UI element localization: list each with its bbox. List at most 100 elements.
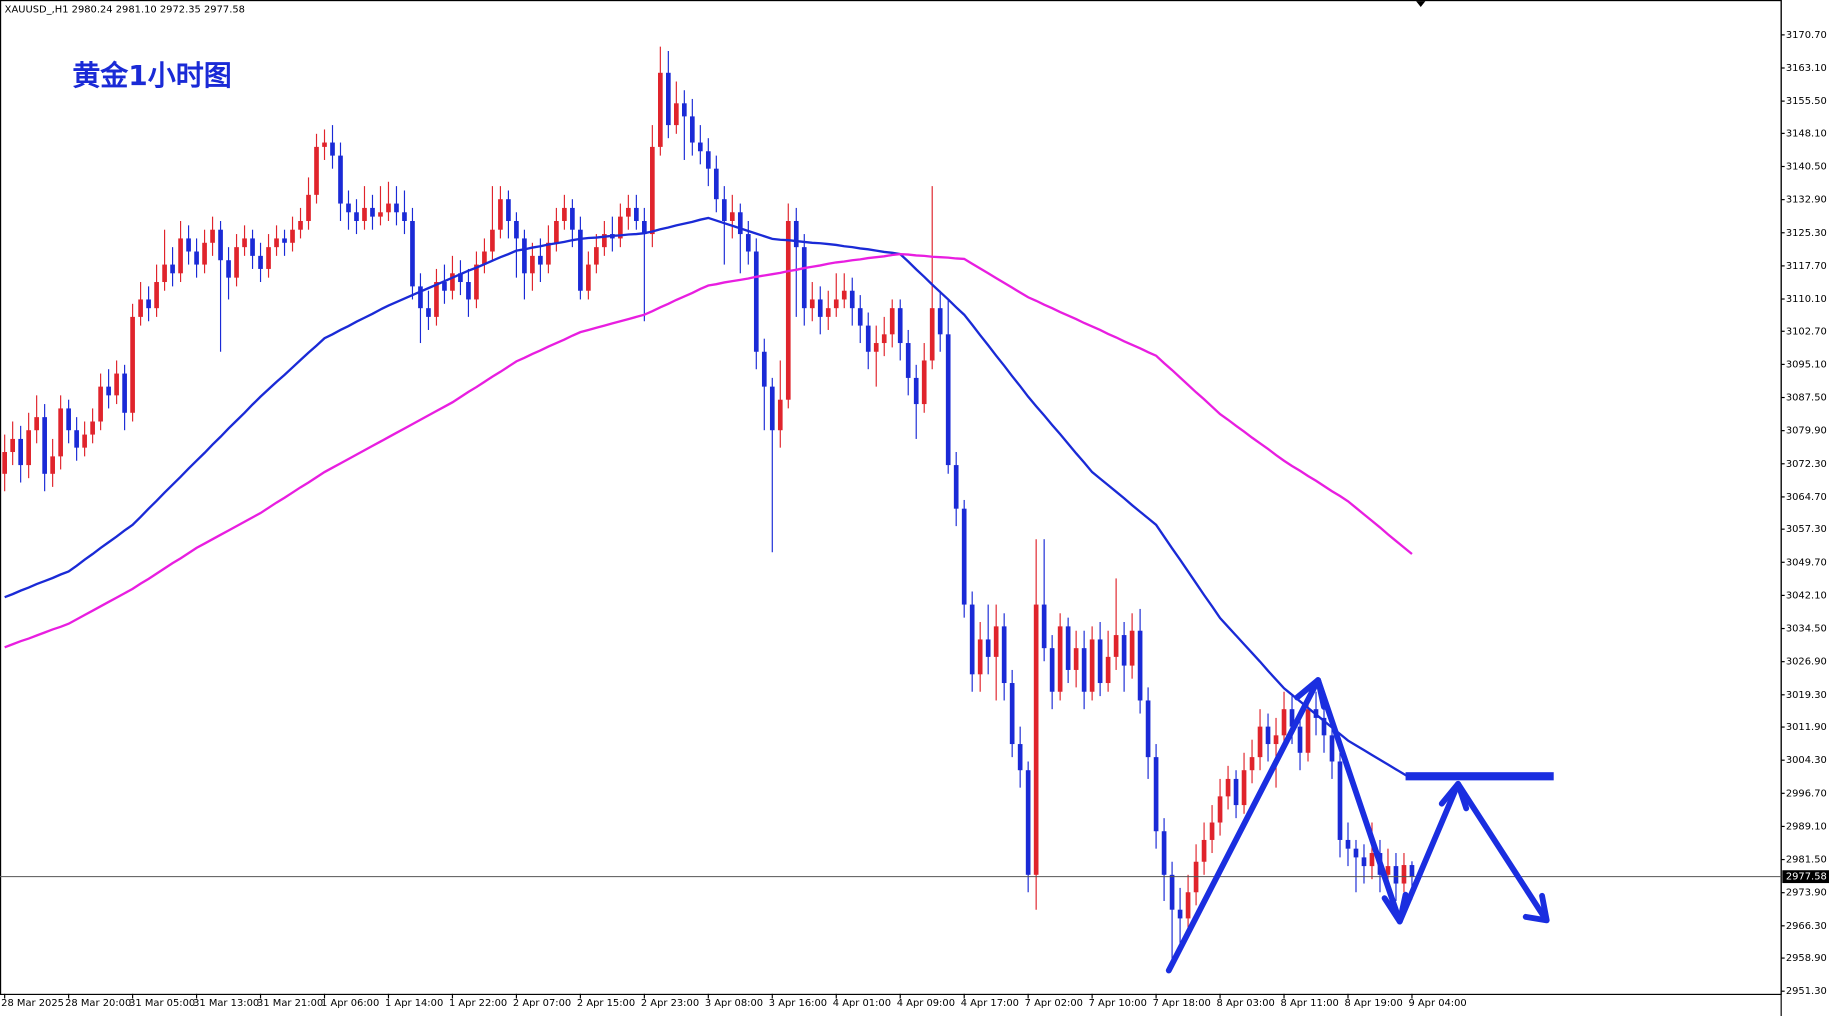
candle-body bbox=[753, 251, 759, 352]
candle-body bbox=[346, 203, 351, 213]
x-tick-label: 8 Apr 03:00 bbox=[1217, 998, 1275, 1009]
candle-body bbox=[865, 325, 871, 352]
candle-body bbox=[1025, 770, 1031, 875]
candle-body bbox=[1169, 874, 1175, 910]
candle-body bbox=[1177, 909, 1183, 919]
candle-body bbox=[1073, 648, 1079, 670]
candle-body bbox=[218, 229, 223, 261]
candle-body bbox=[937, 308, 943, 335]
candle-body bbox=[713, 168, 719, 200]
candle-body bbox=[98, 386, 103, 422]
candle-body bbox=[841, 290, 847, 300]
candle-body bbox=[1241, 770, 1247, 806]
candle-body bbox=[1305, 709, 1311, 753]
candle-body bbox=[442, 282, 447, 291]
candle-body bbox=[490, 229, 495, 252]
x-tick-label: 7 Apr 02:00 bbox=[1025, 998, 1083, 1009]
y-tick-label: 3132.90 bbox=[1786, 195, 1827, 206]
candle-body bbox=[1281, 709, 1287, 736]
shift-marker bbox=[1416, 1, 1426, 7]
candle-body bbox=[993, 626, 999, 657]
y-tick-label: 3072.30 bbox=[1786, 459, 1827, 470]
y-tick-label: 2989.10 bbox=[1786, 821, 1827, 832]
y-tick-label: 3095.10 bbox=[1786, 359, 1827, 370]
candle-body bbox=[554, 220, 559, 243]
candle-body bbox=[402, 212, 407, 221]
y-tick-label: 3087.50 bbox=[1786, 393, 1827, 404]
x-tick-label: 1 Apr 06:00 bbox=[321, 998, 379, 1009]
marks bbox=[0, 46, 1782, 967]
x-tick-label: 31 Mar 13:00 bbox=[193, 998, 259, 1009]
candle-body bbox=[761, 351, 767, 387]
candle-body bbox=[602, 234, 607, 248]
candle-body bbox=[1345, 839, 1351, 849]
candle-body bbox=[1049, 648, 1055, 692]
candle-body bbox=[1185, 892, 1191, 919]
candle-body bbox=[242, 238, 247, 248]
candle-body bbox=[578, 229, 583, 291]
candle-body bbox=[274, 238, 279, 248]
candle-body bbox=[833, 299, 839, 309]
y-tick-label: 3110.10 bbox=[1786, 294, 1827, 305]
candle-body bbox=[250, 238, 255, 256]
candle-body bbox=[1153, 757, 1159, 832]
candle-body bbox=[1289, 709, 1295, 727]
y-tick-label: 3064.70 bbox=[1786, 492, 1827, 503]
candle-body bbox=[50, 456, 55, 474]
candle-body bbox=[162, 264, 167, 283]
candle-body bbox=[426, 308, 431, 317]
candle-body bbox=[234, 247, 239, 278]
candle-body bbox=[314, 146, 319, 195]
candle-body bbox=[1145, 700, 1151, 758]
candle-body bbox=[721, 199, 727, 221]
candle-body bbox=[154, 282, 159, 309]
candle-body bbox=[857, 308, 863, 326]
candle-body bbox=[522, 238, 527, 274]
y-tick-label: 3026.90 bbox=[1786, 657, 1827, 668]
y-tick-label: 3019.30 bbox=[1786, 690, 1827, 701]
candle-body bbox=[1249, 757, 1255, 771]
candle-body bbox=[985, 639, 991, 657]
candle-body bbox=[130, 316, 135, 413]
candle-body bbox=[626, 207, 631, 217]
candle-body bbox=[338, 155, 343, 204]
candle-body bbox=[1209, 822, 1215, 840]
candle-body bbox=[1041, 604, 1047, 649]
candle-body bbox=[466, 282, 471, 300]
y-tick-label: 3117.70 bbox=[1786, 261, 1827, 272]
candle-body bbox=[1297, 726, 1303, 753]
x-tick-label: 9 Apr 04:00 bbox=[1408, 998, 1466, 1009]
candle-body bbox=[1369, 853, 1375, 867]
x-tick-label: 4 Apr 01:00 bbox=[833, 998, 891, 1009]
candle-body bbox=[1409, 865, 1415, 877]
candle-body bbox=[450, 273, 455, 291]
x-tick-label: 3 Apr 16:00 bbox=[769, 998, 827, 1009]
x-tick-label: 1 Apr 22:00 bbox=[449, 998, 507, 1009]
candle-body bbox=[418, 286, 423, 309]
candle-body bbox=[1097, 639, 1103, 684]
candle-body bbox=[290, 229, 295, 243]
candle-body bbox=[1129, 630, 1135, 666]
candle-body bbox=[1273, 735, 1279, 745]
candle-body bbox=[785, 220, 791, 400]
candle-body bbox=[586, 264, 591, 291]
x-tick-label: 28 Mar 20:00 bbox=[65, 998, 131, 1009]
y-tick-label: 3140.50 bbox=[1786, 162, 1827, 173]
candle-body bbox=[913, 377, 919, 405]
x-tick-label: 2 Apr 07:00 bbox=[513, 998, 571, 1009]
candle-body bbox=[809, 299, 815, 309]
arrow-head bbox=[1381, 891, 1409, 925]
candle-body bbox=[1265, 726, 1271, 745]
candle-body bbox=[18, 438, 23, 466]
candle-body bbox=[1217, 796, 1223, 823]
candle-body bbox=[1337, 761, 1343, 840]
y-tick-label: 3163.10 bbox=[1786, 63, 1827, 74]
candle-body bbox=[769, 386, 775, 431]
candle-body bbox=[1121, 635, 1127, 666]
candle-body bbox=[106, 386, 111, 396]
candle-body bbox=[897, 308, 903, 344]
candle-body bbox=[26, 430, 31, 466]
